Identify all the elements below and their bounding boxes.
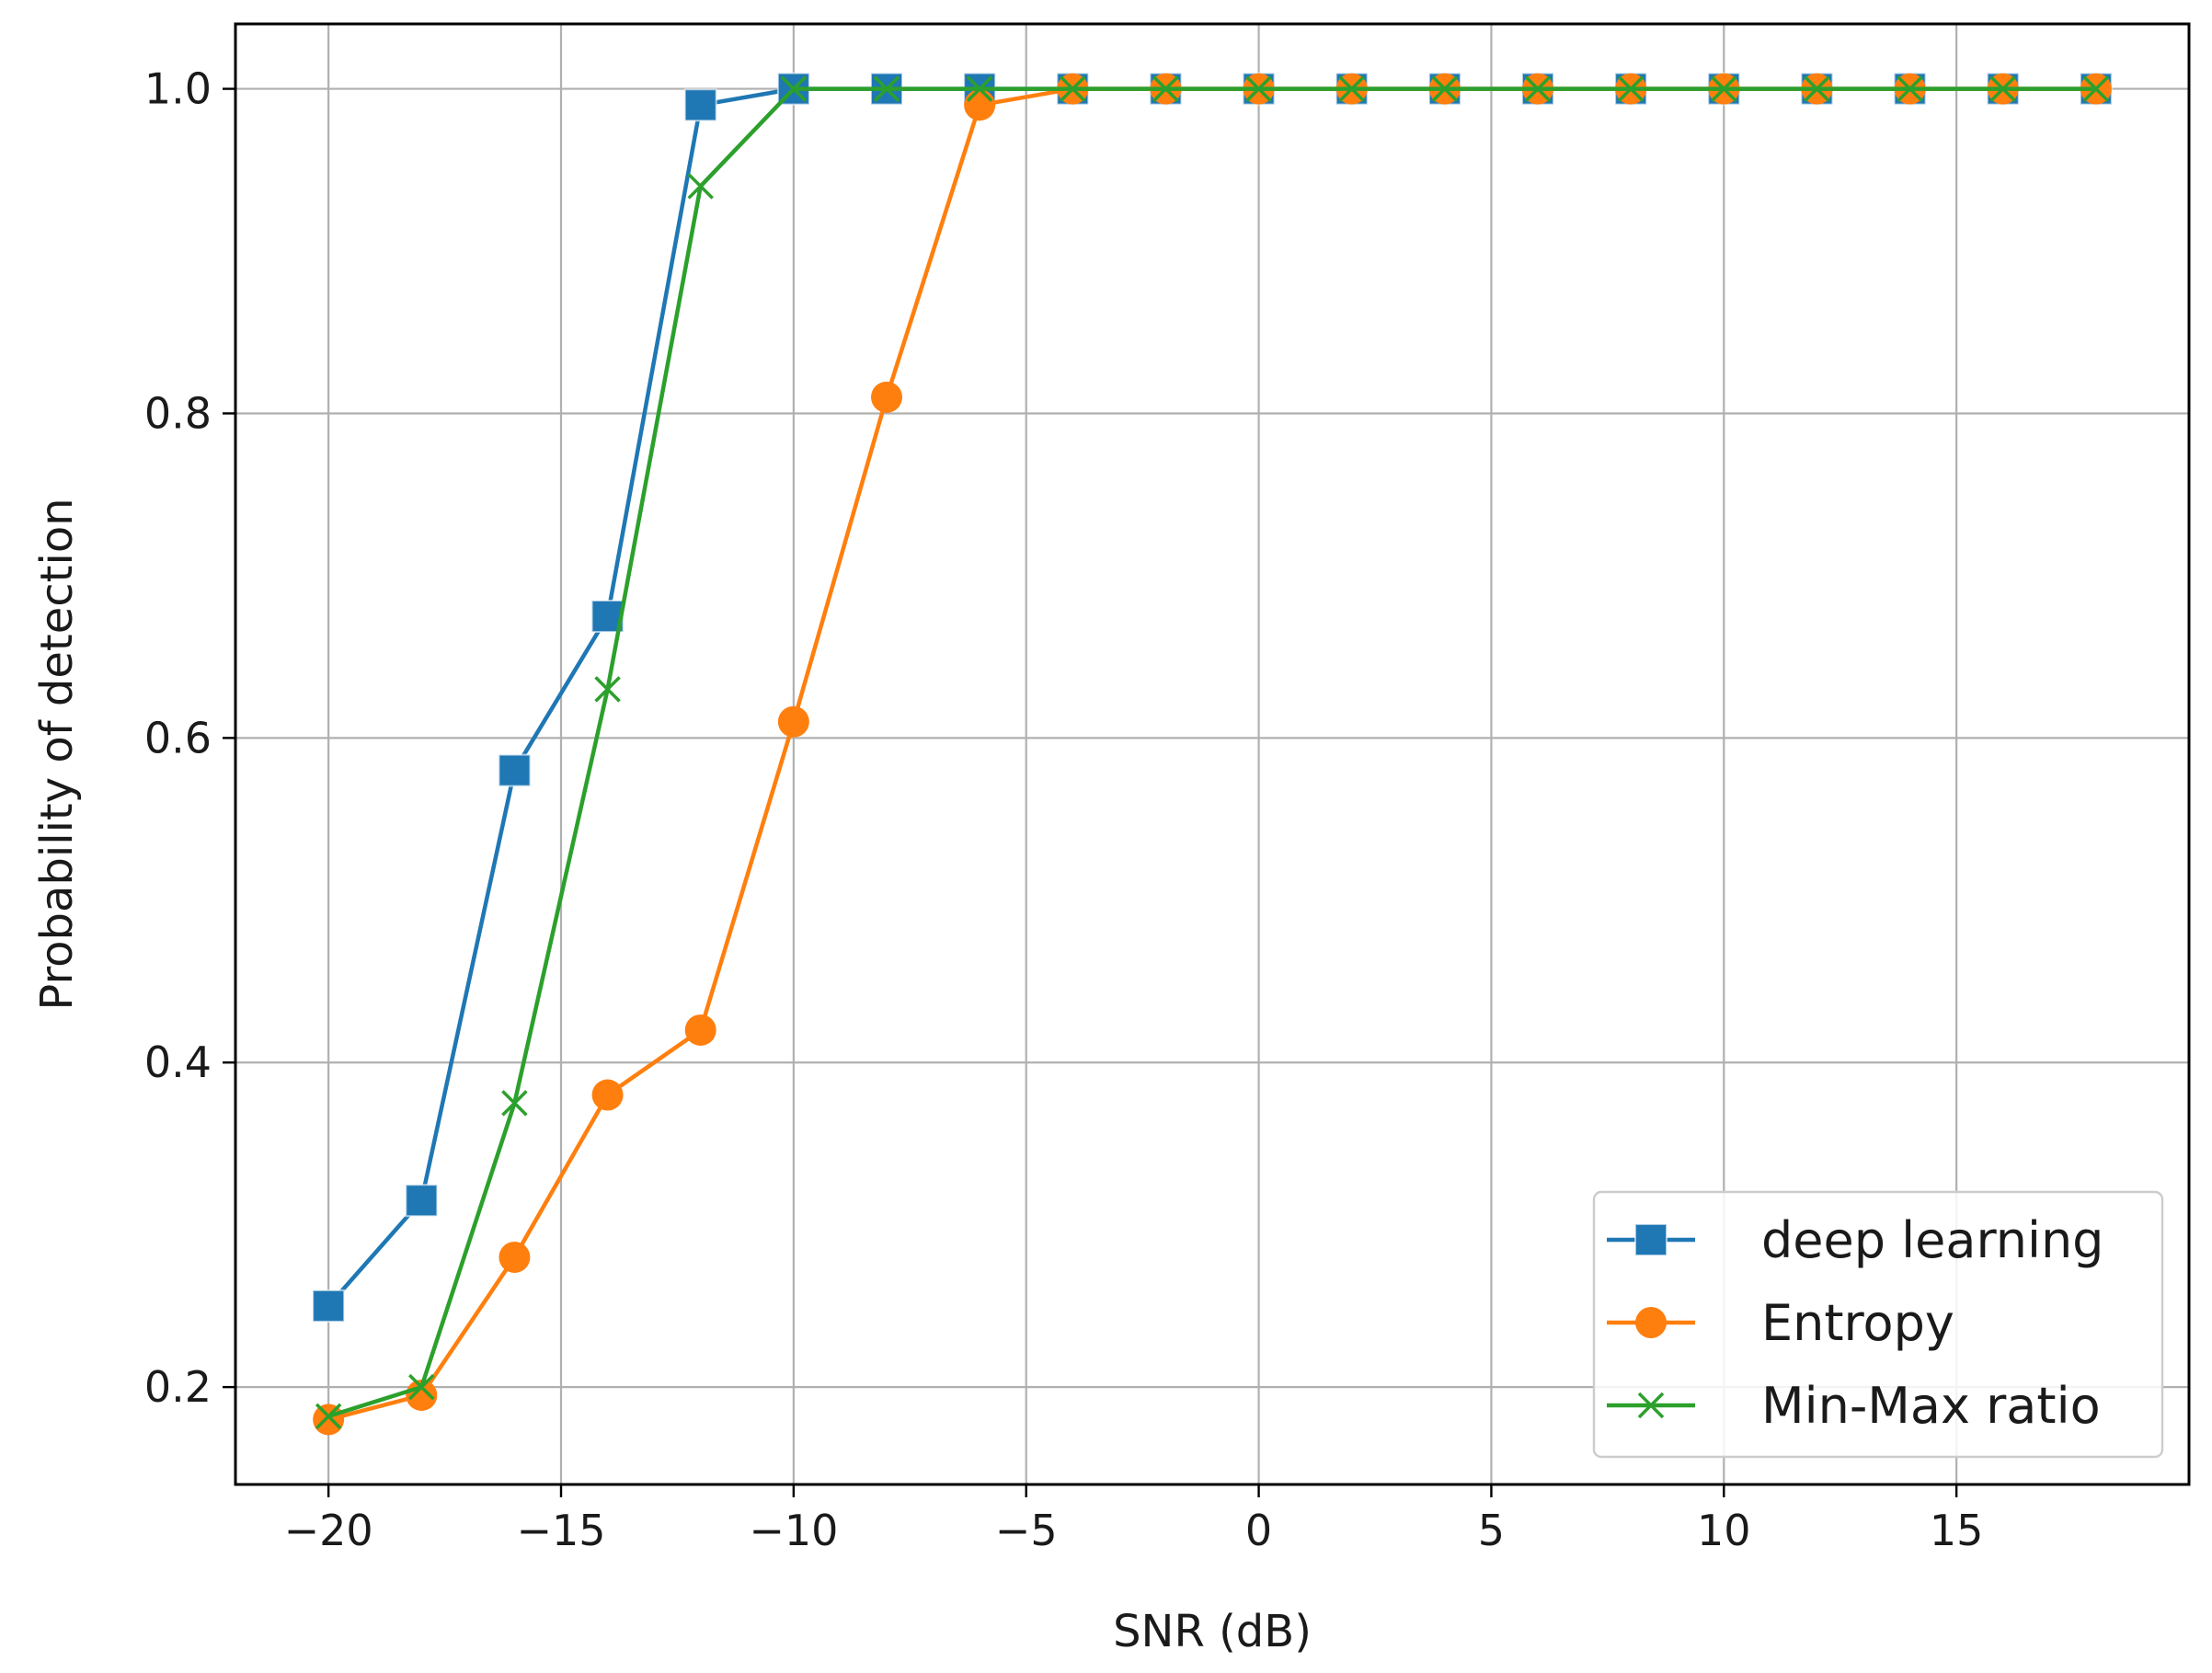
x-marker-stroke [1617, 75, 1645, 102]
x-marker-stroke [1897, 75, 1923, 102]
data-point-min-max-ratio [1060, 75, 1086, 102]
x-marker-stroke [780, 75, 808, 102]
x-marker-stroke [1338, 75, 1365, 102]
legend-label-min-max-ratio: Min-Max ratio [1761, 1377, 2101, 1435]
x-tick-label: 5 [1478, 1506, 1505, 1555]
legend-marker-deep-learning [1634, 1223, 1668, 1256]
data-point-min-max-ratio [1617, 75, 1645, 102]
data-point-min-max-ratio [1338, 75, 1365, 102]
data-point-deep-learning [405, 1184, 439, 1218]
data-point-min-max-ratio [1524, 75, 1552, 102]
legend-item-entropy: Entropy [1607, 1294, 1954, 1352]
legend-marker-entropy [1635, 1307, 1667, 1338]
x-tick-label: −10 [749, 1506, 838, 1555]
y-tick-label: 0.4 [144, 1037, 212, 1087]
x-marker-stroke [1989, 75, 2016, 102]
data-point-min-max-ratio [1989, 75, 2016, 102]
x-marker-stroke [594, 676, 621, 703]
grid [235, 24, 2189, 1484]
data-point-min-max-ratio [594, 676, 621, 703]
data-point-min-max-ratio [2082, 75, 2110, 102]
y-tick-label: 0.2 [144, 1362, 212, 1412]
data-point-min-max-ratio [966, 75, 993, 102]
data-point-deep-learning [312, 1289, 346, 1323]
series-layer [312, 72, 2113, 1436]
x-tick-label: 10 [1697, 1506, 1751, 1555]
x-marker-stroke [1637, 1392, 1665, 1419]
data-point-entropy [313, 1404, 345, 1436]
x-marker-stroke [1431, 75, 1459, 102]
data-point-entropy [591, 1079, 624, 1111]
data-point-entropy [964, 89, 996, 121]
data-point-min-max-ratio [687, 173, 714, 200]
series-line-min-max-ratio [327, 86, 2096, 1419]
x-axis-label: SNR (dB) [1113, 1606, 1312, 1657]
data-point-min-max-ratio [1897, 75, 1923, 102]
x-tick-label: −15 [516, 1506, 605, 1555]
data-point-min-max-ratio [1152, 75, 1179, 102]
data-point-min-max-ratio [1245, 75, 1272, 102]
data-point-min-max-ratio [1711, 75, 1737, 102]
x-marker-stroke [315, 1403, 342, 1430]
legend-item-min-max-ratio: Min-Max ratio [1607, 1377, 2101, 1435]
legend: deep learning Entropy Min-Max ratio [1592, 1190, 2164, 1459]
x-marker-stroke [501, 1090, 528, 1117]
y-axis-label: Probability of detection [31, 498, 83, 1010]
x-marker-stroke [2082, 75, 2110, 102]
x-marker-stroke [1152, 75, 1179, 102]
legend-label-entropy: Entropy [1761, 1294, 1954, 1352]
y-tick-label: 1.0 [144, 64, 212, 114]
x-marker-stroke [966, 75, 993, 102]
data-point-min-max-ratio [1804, 75, 1830, 102]
x-tick-label: −20 [284, 1506, 373, 1555]
legend-item-deep-learning: deep learning [1607, 1211, 2103, 1269]
data-point-min-max-ratio [315, 1403, 342, 1430]
data-point-entropy [499, 1241, 531, 1273]
x-marker-stroke [873, 75, 900, 102]
legend-box [1592, 1190, 2164, 1459]
y-tick-label: 0.6 [144, 713, 212, 762]
data-point-min-max-ratio [408, 1373, 435, 1401]
x-marker-stroke [408, 1373, 435, 1401]
data-point-entropy [871, 381, 902, 413]
x-marker-stroke [687, 173, 714, 200]
ticks: −20 −15 −10 −5 0 5 10 15 0.2 0.4 0.6 0.8 1.0 [144, 64, 1984, 1555]
data-point-deep-learning [683, 88, 717, 122]
x-marker-stroke [1245, 75, 1272, 102]
x-tick-label: 15 [1930, 1506, 1984, 1555]
x-marker-stroke [1711, 75, 1737, 102]
data-point-entropy [777, 705, 809, 738]
data-point-min-max-ratio [780, 75, 808, 102]
y-tick-label: 0.8 [144, 388, 212, 438]
data-point-entropy [684, 1014, 716, 1046]
data-point-min-max-ratio [501, 1090, 528, 1117]
x-tick-label: −5 [995, 1506, 1058, 1555]
x-tick-label: 0 [1245, 1506, 1272, 1555]
x-marker-stroke [1524, 75, 1552, 102]
legend-label-deep-learning: deep learning [1761, 1211, 2103, 1269]
axes-frame [234, 22, 2191, 1486]
data-point-min-max-ratio [873, 75, 900, 102]
series-min-max-ratio [315, 75, 2110, 1430]
data-point-min-max-ratio [1431, 75, 1459, 102]
data-point-deep-learning [498, 753, 532, 787]
x-marker-stroke [1060, 75, 1086, 102]
x-marker-stroke [1804, 75, 1830, 102]
legend-marker-min-max-ratio [1637, 1392, 1665, 1419]
